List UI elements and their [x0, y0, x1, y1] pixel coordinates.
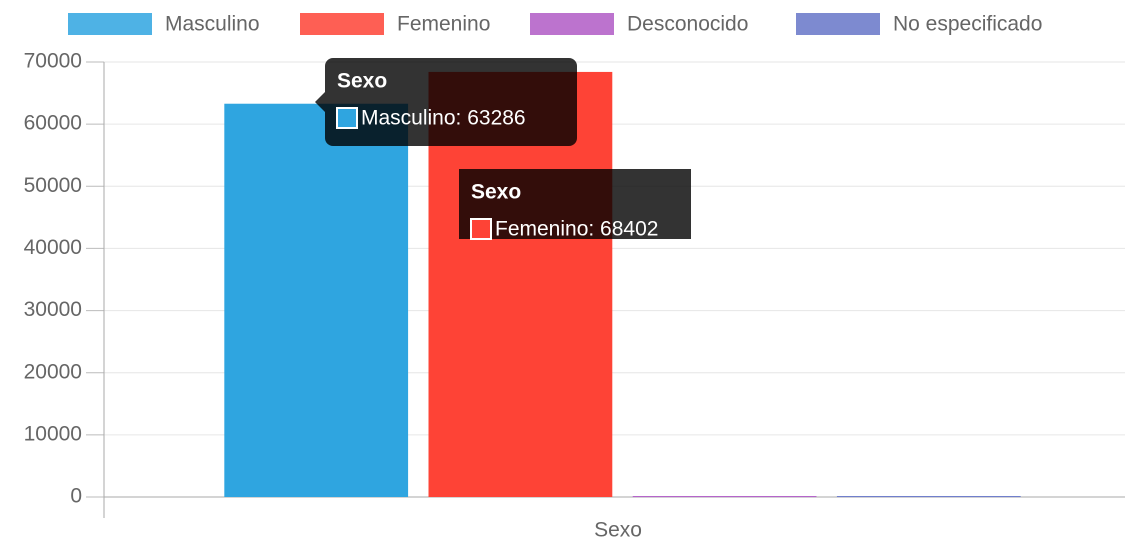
tooltip-title: Sexo	[337, 70, 387, 93]
y-tick-label: 60000	[24, 112, 82, 135]
tooltip-swatch	[470, 218, 492, 240]
tooltip-title: Sexo	[471, 181, 521, 204]
legend-label: Masculino	[165, 13, 260, 36]
y-tick-label: 0	[70, 485, 82, 508]
bar	[224, 103, 409, 497]
legend-swatch	[300, 13, 384, 35]
legend-swatch	[530, 13, 614, 35]
tooltip-label: Masculino: 63286	[361, 107, 526, 130]
legend-label: Desconocido	[627, 13, 748, 36]
bar	[836, 496, 1021, 498]
y-tick-label: 20000	[24, 360, 82, 383]
y-tick-label: 30000	[24, 298, 82, 321]
legend-label: No especificado	[893, 13, 1042, 36]
tooltip-box	[459, 169, 691, 239]
x-axis-label: Sexo	[594, 519, 642, 542]
tooltip: Sexo Masculino: 63286	[315, 58, 577, 146]
legend-swatch	[796, 13, 880, 35]
tooltip-arrow	[315, 92, 325, 112]
tooltip-box	[325, 58, 577, 146]
tooltip-label: Femenino: 68402	[495, 218, 658, 241]
y-tick-label: 50000	[24, 174, 82, 197]
y-tick-label: 10000	[24, 422, 82, 445]
bar	[632, 496, 817, 498]
legend-label: Femenino	[397, 13, 490, 36]
tooltip: Sexo Femenino: 68402	[459, 169, 691, 241]
y-tick-label: 70000	[24, 50, 82, 73]
tooltip-swatch	[336, 107, 358, 129]
legend-swatch	[68, 13, 152, 35]
y-tick-label: 40000	[24, 236, 82, 259]
